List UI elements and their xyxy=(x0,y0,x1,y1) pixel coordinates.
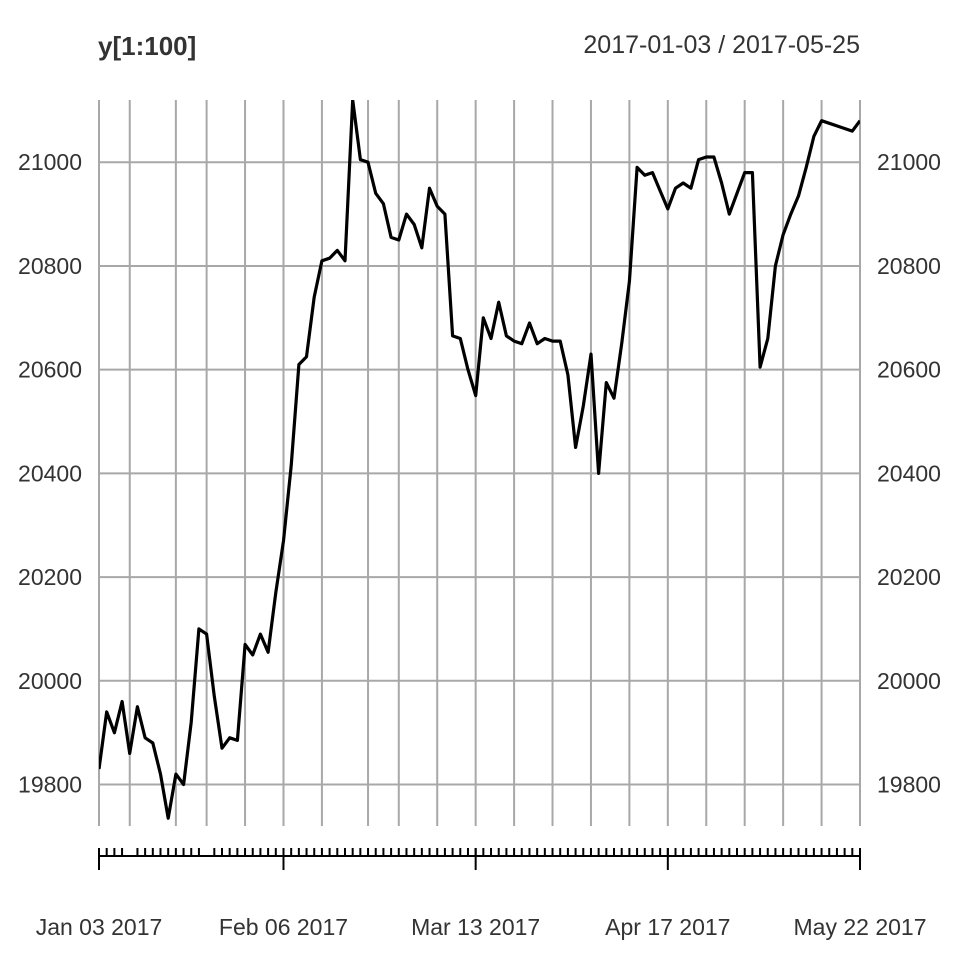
y-tick-label-right: 20800 xyxy=(877,253,941,279)
y-tick-label-right: 19800 xyxy=(877,772,941,798)
y-axis-left: 19800 20000 20200 20400 20600 20800 21000 xyxy=(18,149,82,797)
y-tick-label-right: 20400 xyxy=(877,460,941,486)
series-layer xyxy=(99,100,860,818)
y-tick-label-right: 20200 xyxy=(877,564,941,590)
y-tick-label-right: 20000 xyxy=(877,668,941,694)
y-tick-label-left: 19800 xyxy=(18,772,82,798)
x-tick-label: May 22 2017 xyxy=(794,914,927,940)
x-axis: Jan 03 2017 Feb 06 2017 Mar 13 2017 Apr 17 … xyxy=(36,848,927,940)
y-tick-label-right: 21000 xyxy=(877,149,941,175)
x-tick-label: Feb 06 2017 xyxy=(219,914,348,940)
y-tick-label-left: 20400 xyxy=(18,460,82,486)
y-tick-label-right: 20600 xyxy=(877,357,941,383)
y-tick-label-left: 20000 xyxy=(18,668,82,694)
y-tick-label-left: 20800 xyxy=(18,253,82,279)
vertical-grid xyxy=(99,100,860,826)
x-tick-label: Apr 17 2017 xyxy=(605,914,730,940)
x-tick-label: Mar 13 2017 xyxy=(411,914,540,940)
x-tick-label: Jan 03 2017 xyxy=(36,914,163,940)
y-tick-label-left: 20600 xyxy=(18,357,82,383)
series-line xyxy=(99,100,860,818)
y-tick-label-left: 21000 xyxy=(18,149,82,175)
chart-title: y[1:100] xyxy=(98,31,196,61)
date-range: 2017-01-03 / 2017-05-25 xyxy=(583,31,860,59)
y-axis-right: 19800 20000 20200 20400 20600 20800 21000 xyxy=(877,149,941,797)
y-tick-label-left: 20200 xyxy=(18,564,82,590)
